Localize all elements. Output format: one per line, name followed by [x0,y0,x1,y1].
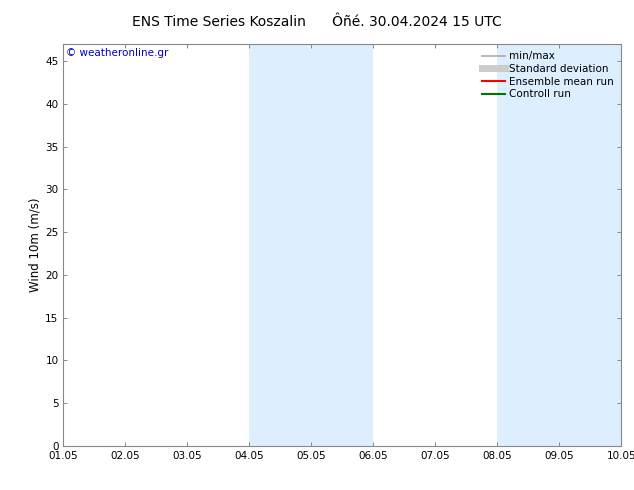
Bar [497,44,559,446]
Bar [559,44,621,446]
Bar [249,44,311,446]
Legend: min/max, Standard deviation, Ensemble mean run, Controll run: min/max, Standard deviation, Ensemble me… [480,49,616,101]
Text: © weatheronline.gr: © weatheronline.gr [66,48,169,58]
Y-axis label: Wind 10m (m/s): Wind 10m (m/s) [28,198,41,292]
Text: ENS Time Series Koszalin      Ôñé. 30.04.2024 15 UTC: ENS Time Series Koszalin Ôñé. 30.04.2024… [132,15,502,29]
Bar [311,44,373,446]
